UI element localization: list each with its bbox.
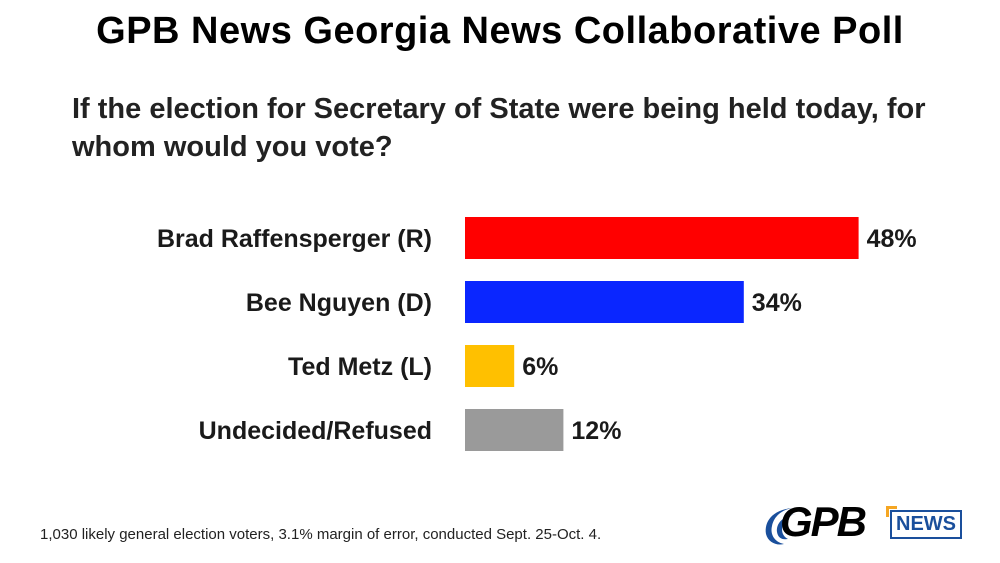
methodology-note: 1,030 likely general election voters, 3.… <box>40 526 602 543</box>
poll-question: If the election for Secretary of State w… <box>72 93 926 163</box>
bar <box>465 409 564 451</box>
category-label: Ted Metz (L) <box>288 353 432 381</box>
gpb-news-logo: GPB NEWS <box>762 498 977 550</box>
category-label: Bee Nguyen (D) <box>246 289 432 317</box>
category-label: Brad Raffensperger (R) <box>157 225 432 253</box>
category-label: Undecided/Refused <box>199 417 432 445</box>
bar <box>465 217 859 259</box>
value-label: 34% <box>752 289 802 317</box>
value-label: 48% <box>867 225 917 253</box>
logo-gpb-text: GPB <box>780 498 867 545</box>
logo-corner-accent <box>886 506 897 517</box>
bar <box>465 281 744 323</box>
value-label: 12% <box>571 417 621 445</box>
value-label: 6% <box>522 353 558 381</box>
bar-chart: Brad Raffensperger (R) 48% Bee Nguyen (D) 3… <box>157 217 917 451</box>
logo-news-text: NEWS <box>890 510 962 539</box>
bar <box>465 345 515 387</box>
swoosh-icon <box>765 508 796 545</box>
chart-title: GPB News Georgia News Collaborative Poll <box>96 10 904 52</box>
